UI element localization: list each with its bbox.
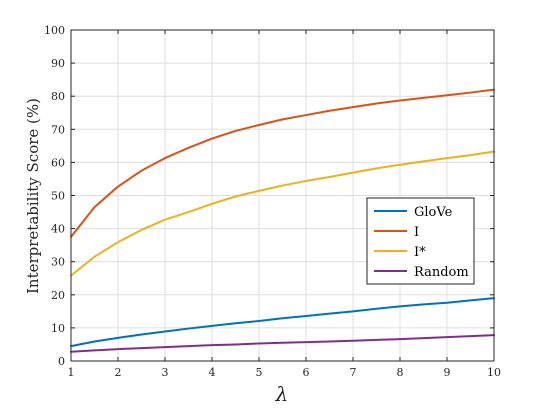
- y-axis-label: Interpretability Score (%): [24, 98, 42, 294]
- y-tick-label: 20: [51, 289, 65, 302]
- series-line-i-: [70, 150, 495, 277]
- x-tick-label: 5: [256, 366, 263, 379]
- y-tick-label: 60: [51, 156, 65, 169]
- legend-label: Random: [414, 265, 469, 280]
- x-tick-label: 9: [444, 366, 451, 379]
- x-tick-label: 6: [303, 366, 310, 379]
- x-tick-label: 8: [397, 366, 404, 379]
- legend-label: GloVe: [414, 205, 453, 220]
- series-line-glove: [70, 297, 495, 348]
- legend-label: I: [414, 225, 419, 240]
- x-tick-label: 3: [162, 366, 169, 379]
- y-tick-label: 40: [51, 223, 65, 236]
- series-line-random: [70, 334, 495, 353]
- y-tick-label: 0: [58, 355, 65, 368]
- legend-label: I*: [414, 245, 426, 260]
- x-tick-label: 4: [209, 366, 216, 379]
- x-tick-label: 1: [68, 366, 75, 379]
- y-tick-label: 30: [51, 256, 65, 269]
- x-tick-label: 2: [115, 366, 122, 379]
- y-tick-label: 10: [51, 322, 65, 335]
- x-axis-label: λ: [275, 382, 289, 406]
- y-tick-label: 100: [44, 24, 65, 37]
- y-tick-label: 90: [51, 57, 65, 70]
- y-tick-label: 80: [51, 90, 65, 103]
- x-tick-label: 10: [487, 366, 501, 379]
- series-line-i: [70, 88, 495, 238]
- x-tick-label: 7: [350, 366, 357, 379]
- y-tick-label: 70: [51, 123, 65, 136]
- legend-box: [366, 197, 475, 285]
- y-tick-label: 50: [51, 190, 65, 203]
- series-layer: [70, 88, 495, 353]
- legend: GloVe I I* Random: [366, 197, 475, 285]
